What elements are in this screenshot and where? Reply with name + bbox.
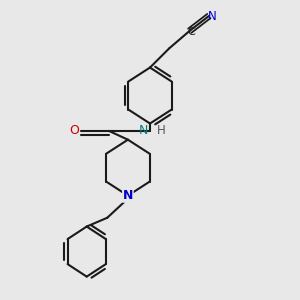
Text: N: N xyxy=(139,124,148,137)
Text: O: O xyxy=(69,124,79,137)
Text: N: N xyxy=(208,10,217,22)
Text: N: N xyxy=(123,189,133,202)
Text: H: H xyxy=(157,124,165,137)
Text: C: C xyxy=(187,27,195,37)
